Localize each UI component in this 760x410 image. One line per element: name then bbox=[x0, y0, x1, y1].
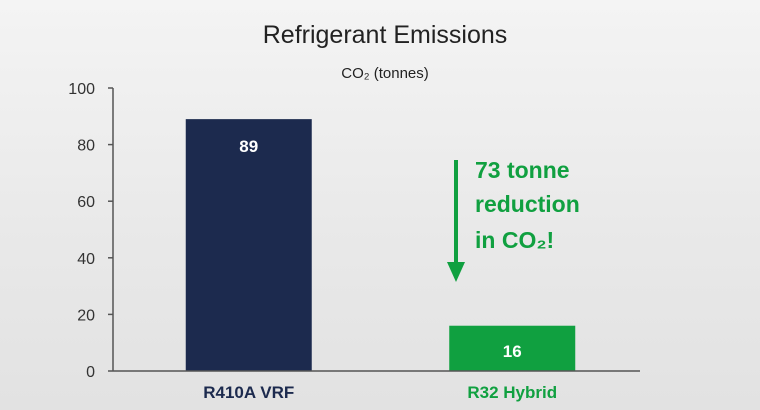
y-tick-label: 100 bbox=[68, 81, 95, 98]
x-category-label: R410A VRF bbox=[203, 383, 294, 402]
bar-data-label: 16 bbox=[503, 342, 522, 361]
bar bbox=[449, 325, 576, 371]
y-tick-label: 40 bbox=[77, 251, 95, 268]
y-tick-label: 0 bbox=[86, 364, 95, 381]
chart-title: Refrigerant Emissions bbox=[263, 21, 508, 49]
y-tick-label: 60 bbox=[77, 194, 95, 211]
chart-subtitle: CO₂ (tonnes) bbox=[341, 65, 429, 82]
x-category-label: R32 Hybrid bbox=[467, 383, 557, 402]
annotation-arrow-head-icon bbox=[447, 262, 465, 282]
y-tick-label: 20 bbox=[77, 307, 95, 324]
y-axis: 0 20 40 60 80 100 bbox=[68, 81, 114, 381]
y-tick-label: 80 bbox=[77, 138, 95, 155]
annotation-line-1: 73 tonne bbox=[475, 157, 570, 183]
x-axis: R410A VRF R32 Hybrid bbox=[113, 370, 640, 402]
bars-group: 89 16 bbox=[185, 119, 576, 371]
bar bbox=[185, 119, 312, 371]
annotation-line-3: in CO₂! bbox=[475, 227, 554, 253]
bar-data-label: 89 bbox=[239, 137, 258, 156]
reduction-annotation: 73 tonne reduction in CO₂! bbox=[447, 157, 580, 282]
annotation-line-2: reduction bbox=[475, 191, 580, 217]
